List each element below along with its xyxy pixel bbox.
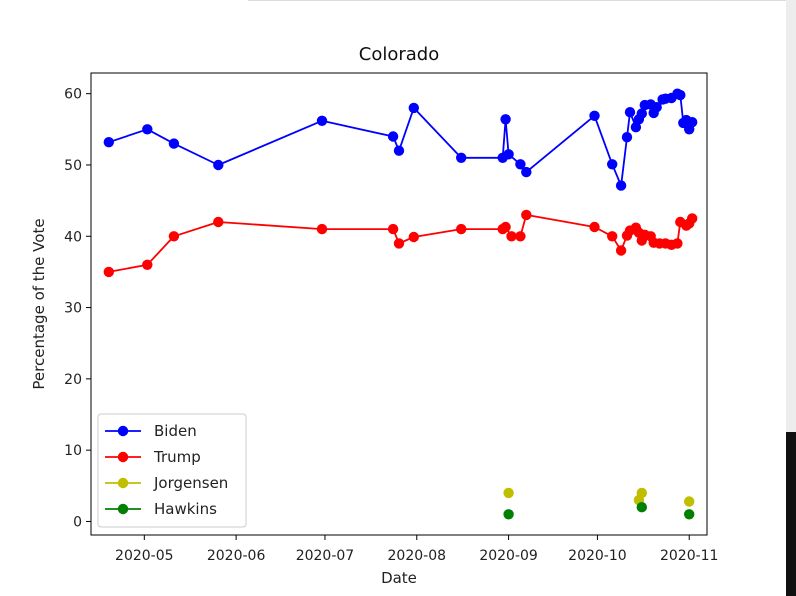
biden-point [456,152,467,163]
x-axis: 2020-05 2020-06 2020-07 2020-08 2020-09 2020-… [115,535,718,564]
y-tick-label: 20 [64,372,82,388]
plot-area-frame [90,72,708,536]
window-scrollbar [786,0,796,596]
y-tick-label: 60 [64,87,82,103]
biden-point [142,124,153,135]
legend: Biden Trump Jorgensen Hawkins [97,413,247,528]
biden-point [589,110,600,122]
biden-point [408,102,419,114]
legend-trump-label: Trump [153,448,201,466]
trump-point [589,221,600,233]
y-axis: 0 10 20 30 40 50 60 [64,87,91,530]
legend-jorgensen-label: Jorgensen [153,474,228,492]
biden-point [387,131,399,142]
x-tick-label: 2020-11 [660,548,719,564]
x-tick-label: 2020-06 [207,548,266,564]
chart-title: Colorado [359,44,439,65]
legend-hawkins-label: Hawkins [154,500,217,518]
x-tick-label: 2020-07 [296,548,355,564]
biden-point [515,159,526,170]
biden-point [651,102,662,113]
window-top-border [248,0,796,1]
biden-point [500,114,511,125]
biden-point [687,117,698,128]
biden-line [108,92,694,187]
legend-box [97,413,247,528]
legend-trump-marker [117,451,129,463]
biden-point [103,137,115,148]
biden-point [615,180,627,191]
x-tick-label: 2020-05 [115,548,174,564]
biden-point [607,159,618,170]
trump-point [316,223,328,235]
trump-point [607,231,618,242]
trump-point [672,238,683,249]
biden-point [630,122,642,133]
trump-point [387,223,399,235]
y-axis-title: Percentage of the Vote [30,218,48,389]
jorgensen-point [636,487,647,499]
biden-point [503,149,514,160]
trump-point [687,213,698,224]
biden-point [316,115,328,127]
biden-point [213,159,224,171]
legend-jorgensen-marker [117,477,129,489]
trump-point [456,223,467,235]
y-tick-label: 0 [73,514,82,530]
trump-point [213,216,224,228]
biden-point [624,107,636,118]
legend-hawkins-marker [117,503,129,515]
trump-point [506,231,517,242]
biden-point [636,108,647,119]
trump-point [500,221,511,233]
hawkins-point [503,509,514,520]
y-tick-label: 50 [64,158,82,174]
y-tick-label: 30 [64,301,82,317]
x-tick-label: 2020-09 [479,548,538,564]
legend-biden-label: Biden [154,422,197,440]
trump-point [521,209,532,221]
trump-point [408,231,419,243]
biden-point [393,145,405,156]
series-layer [103,88,698,520]
biden-point [621,132,633,143]
legend-biden-marker [117,425,129,437]
window-dark-edge [786,432,796,596]
x-tick-label: 2020-08 [388,548,447,564]
hawkins-point [636,502,647,513]
biden-point [521,166,532,178]
y-tick-label: 10 [64,443,82,459]
x-tick-label: 2020-10 [568,548,627,564]
trump-point [142,259,153,270]
biden-point [675,89,686,101]
y-tick-label: 40 [64,229,82,245]
jorgensen-point [684,496,695,507]
x-axis-title: Date [381,569,417,587]
jorgensen-point [503,487,514,499]
trump-point [615,245,627,256]
trump-point [515,231,526,242]
trump-point [168,231,180,242]
biden-point [168,138,180,149]
trump-point [103,266,115,278]
trump-point [393,238,405,249]
hawkins-point [684,509,695,520]
